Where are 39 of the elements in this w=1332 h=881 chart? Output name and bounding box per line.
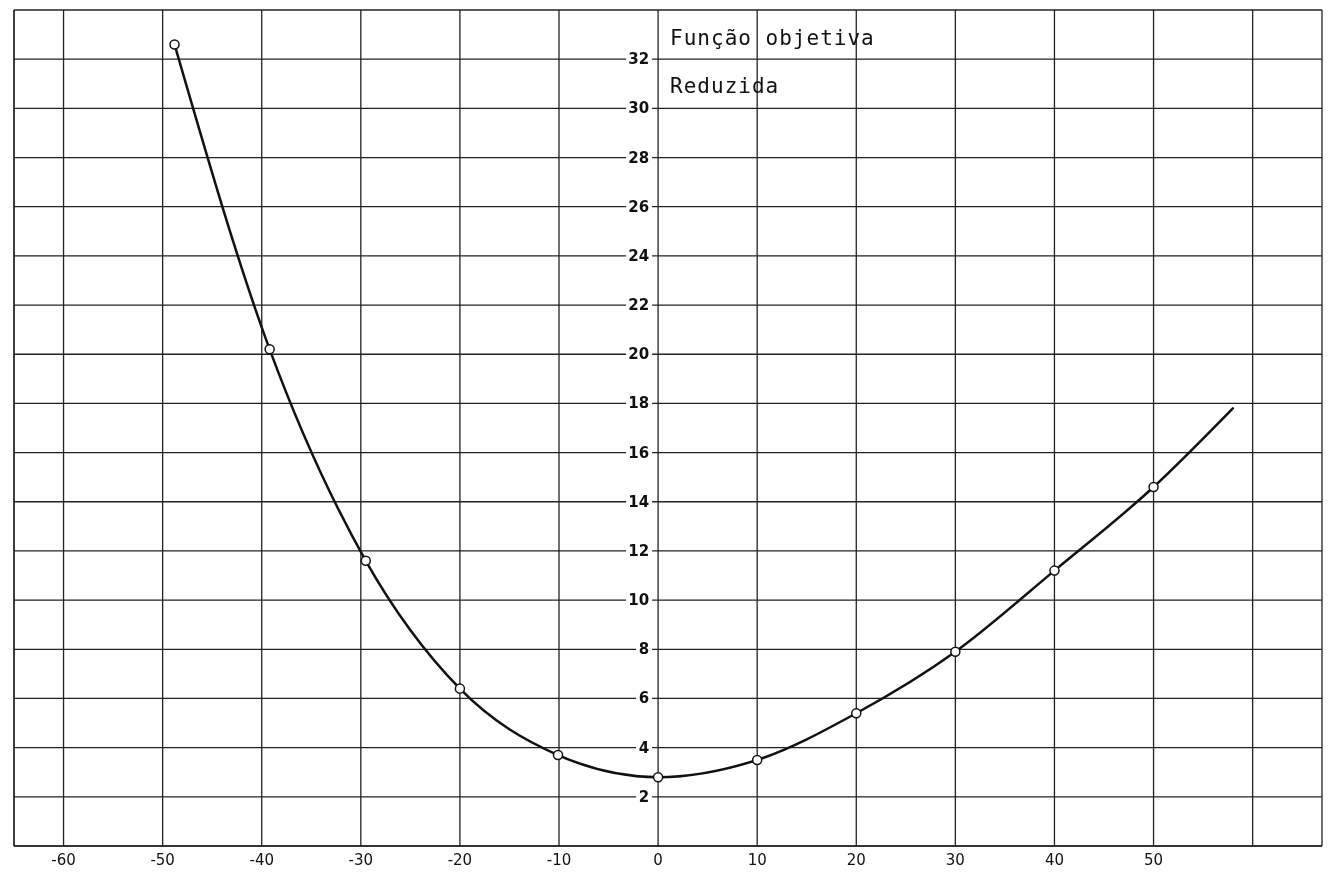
y-tick-label: 18 xyxy=(628,394,650,413)
y-tick-label: 22 xyxy=(628,296,650,315)
y-tick-label: 8 xyxy=(638,640,650,659)
point xyxy=(454,683,466,694)
x-tick-label: -50 xyxy=(150,850,175,869)
y-tick-label: 28 xyxy=(628,148,650,167)
y-tick-label: 14 xyxy=(628,492,650,511)
point xyxy=(1148,481,1159,493)
y-tick-label: 32 xyxy=(628,50,650,69)
point xyxy=(1049,565,1060,576)
y-tick-label: 24 xyxy=(628,246,650,265)
x-tick-label: -60 xyxy=(51,850,76,869)
x-tick-label: 50 xyxy=(1144,850,1164,869)
point xyxy=(169,39,180,50)
point xyxy=(950,646,961,658)
y-tick-label: 6 xyxy=(638,689,650,708)
y-tick-label: 4 xyxy=(638,738,650,757)
x-tick-label: 10 xyxy=(747,850,767,869)
x-tick-label: 40 xyxy=(1044,850,1064,869)
y-tick-label: 10 xyxy=(628,591,650,610)
y-tick-label: 30 xyxy=(628,99,650,118)
y-tick-label: 2 xyxy=(638,787,650,806)
y-tick-label: 16 xyxy=(628,443,650,462)
y-tick-label: 20 xyxy=(628,345,650,364)
point xyxy=(652,771,664,783)
point xyxy=(751,754,763,766)
x-tick-label: -20 xyxy=(447,850,473,869)
y-tick-label: 12 xyxy=(628,541,650,560)
x-tick-label: -40 xyxy=(249,850,274,869)
x-tick-label: 0 xyxy=(653,850,663,869)
point xyxy=(264,344,275,355)
point xyxy=(851,707,862,719)
point xyxy=(360,555,372,567)
x-tick-label: 20 xyxy=(846,850,866,869)
x-tick-label: -30 xyxy=(348,850,374,869)
y-tick-label: 26 xyxy=(628,197,650,216)
x-tick-label: -10 xyxy=(546,850,572,869)
x-tick-label: 30 xyxy=(945,850,965,869)
point xyxy=(552,749,564,761)
